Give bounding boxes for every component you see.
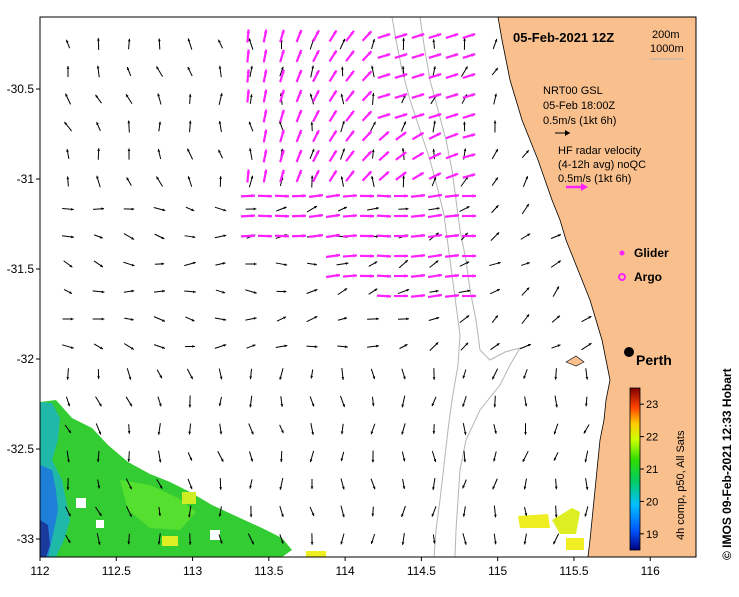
colorbar-tick-label: 21 — [646, 464, 658, 476]
city-label-perth: Perth — [636, 352, 672, 368]
lon-tick-label: 112.5 — [102, 564, 131, 578]
legend-model-time: 05-Feb 18:00Z — [543, 100, 615, 112]
legend-model-name: NRT00 GSL — [543, 85, 603, 97]
legend-radar-avg: (4-12h avg) noQC — [558, 159, 646, 171]
glider-marker-icon — [620, 251, 625, 256]
lat-tick-label: -31 — [17, 172, 35, 186]
map-date-title: 05-Feb-2021 12Z — [513, 30, 614, 45]
imos-credit: © IMOS 09-Feb-2021 12:33 Hobart — [720, 368, 734, 560]
lon-tick-label: 114.5 — [407, 564, 436, 578]
colorbar-tick-label: 19 — [646, 529, 658, 541]
lat-tick-label: -32 — [17, 352, 35, 366]
lon-tick-label: 115.5 — [559, 564, 588, 578]
lat-tick-label: -32.5 — [7, 442, 35, 456]
latitude-axis: -30.5 -31 -31.5 -32 -32.5 -33 — [7, 82, 40, 546]
lat-tick-label: -31.5 — [7, 262, 35, 276]
lat-tick-label: -30.5 — [7, 82, 35, 96]
colorbar-scale — [630, 388, 640, 550]
legend-radar-scale: 0.5m/s (1kt 6h) — [558, 173, 631, 185]
lon-tick-label: 116 — [641, 564, 660, 578]
colorbar-tick-label: 20 — [646, 496, 658, 508]
colorbar-tick-label: 23 — [646, 399, 658, 411]
perth-city-marker — [624, 347, 634, 357]
lon-tick-label: 114 — [336, 564, 355, 578]
lat-tick-label: -33 — [17, 532, 35, 546]
legend-model-scale: 0.5m/s (1kt 6h) — [543, 115, 616, 127]
legend-radar-title: HF radar velocity — [558, 145, 642, 157]
lon-tick-label: 113.5 — [254, 564, 283, 578]
lon-tick-label: 112 — [30, 564, 49, 578]
legend-glider: Glider — [634, 246, 669, 260]
lon-tick-label: 115 — [488, 564, 507, 578]
lon-tick-label: 113 — [183, 564, 202, 578]
colorbar-tick-label: 22 — [646, 432, 658, 444]
colorbar-label: 4h comp, p50, All Sats — [675, 430, 687, 540]
isobath-label-200m: 200m — [652, 29, 680, 41]
longitude-axis: 112 112.5 113 113.5 114 114.5 115 115.5 116 — [30, 557, 660, 578]
isobath-label-1000m: 1000m — [650, 43, 684, 55]
legend-argo: Argo — [634, 270, 662, 284]
